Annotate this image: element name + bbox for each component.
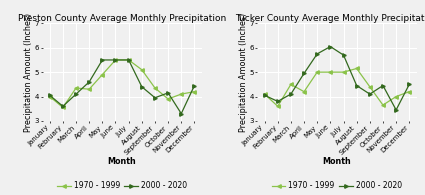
Y-axis label: Precipitation Amount (Inches): Precipitation Amount (Inches) [239, 13, 248, 132]
1970 - 1999 [47, 95, 52, 98]
2000 - 2020 [74, 93, 79, 95]
2000 - 2020 [60, 105, 65, 107]
Line: 2000 - 2020: 2000 - 2020 [263, 45, 411, 112]
2000 - 2020 [354, 84, 359, 87]
1970 - 1999 [139, 69, 144, 71]
1970 - 1999 [113, 59, 118, 61]
Legend: 1970 - 1999, 2000 - 2020: 1970 - 1999, 2000 - 2020 [272, 181, 402, 190]
1970 - 1999 [341, 71, 346, 73]
2000 - 2020 [262, 94, 267, 97]
1970 - 1999 [166, 98, 171, 100]
2000 - 2020 [394, 109, 399, 111]
2000 - 2020 [367, 93, 372, 95]
Line: 2000 - 2020: 2000 - 2020 [48, 58, 196, 115]
1970 - 1999 [367, 86, 372, 88]
Title: Tucker County Average Monthly Precipitation: Tucker County Average Monthly Precipitat… [235, 14, 425, 23]
Line: 1970 - 1999: 1970 - 1999 [48, 58, 196, 109]
1970 - 1999 [100, 73, 105, 76]
2000 - 2020 [87, 81, 92, 83]
1970 - 1999 [314, 71, 320, 73]
2000 - 2020 [341, 54, 346, 56]
1970 - 1999 [178, 93, 184, 95]
1970 - 1999 [262, 93, 267, 95]
1970 - 1999 [354, 67, 359, 70]
2000 - 2020 [47, 94, 52, 97]
2000 - 2020 [380, 84, 385, 87]
2000 - 2020 [126, 59, 131, 61]
1970 - 1999 [126, 59, 131, 61]
1970 - 1999 [153, 87, 158, 89]
1970 - 1999 [380, 104, 385, 106]
2000 - 2020 [139, 86, 144, 88]
1970 - 1999 [60, 106, 65, 109]
1970 - 1999 [328, 71, 333, 73]
2000 - 2020 [100, 59, 105, 61]
1970 - 1999 [301, 90, 306, 93]
2000 - 2020 [275, 100, 281, 103]
1970 - 1999 [87, 88, 92, 90]
1970 - 1999 [192, 90, 197, 93]
2000 - 2020 [288, 93, 293, 95]
1970 - 1999 [74, 87, 79, 89]
2000 - 2020 [314, 53, 320, 55]
2000 - 2020 [153, 97, 158, 99]
2000 - 2020 [407, 83, 412, 85]
2000 - 2020 [328, 45, 333, 48]
Title: Preston County Average Monthly Precipitation: Preston County Average Monthly Precipita… [18, 14, 226, 23]
1970 - 1999 [288, 83, 293, 85]
2000 - 2020 [113, 59, 118, 61]
2000 - 2020 [178, 112, 184, 115]
Line: 1970 - 1999: 1970 - 1999 [263, 67, 411, 108]
Y-axis label: Precipitation Amount (Inches): Precipitation Amount (Inches) [24, 13, 33, 132]
Legend: 1970 - 1999, 2000 - 2020: 1970 - 1999, 2000 - 2020 [57, 181, 187, 190]
X-axis label: Month: Month [323, 157, 351, 166]
2000 - 2020 [166, 92, 171, 94]
1970 - 1999 [275, 105, 281, 107]
1970 - 1999 [407, 90, 412, 93]
2000 - 2020 [301, 72, 306, 74]
X-axis label: Month: Month [108, 157, 136, 166]
1970 - 1999 [394, 95, 399, 98]
2000 - 2020 [192, 84, 197, 87]
